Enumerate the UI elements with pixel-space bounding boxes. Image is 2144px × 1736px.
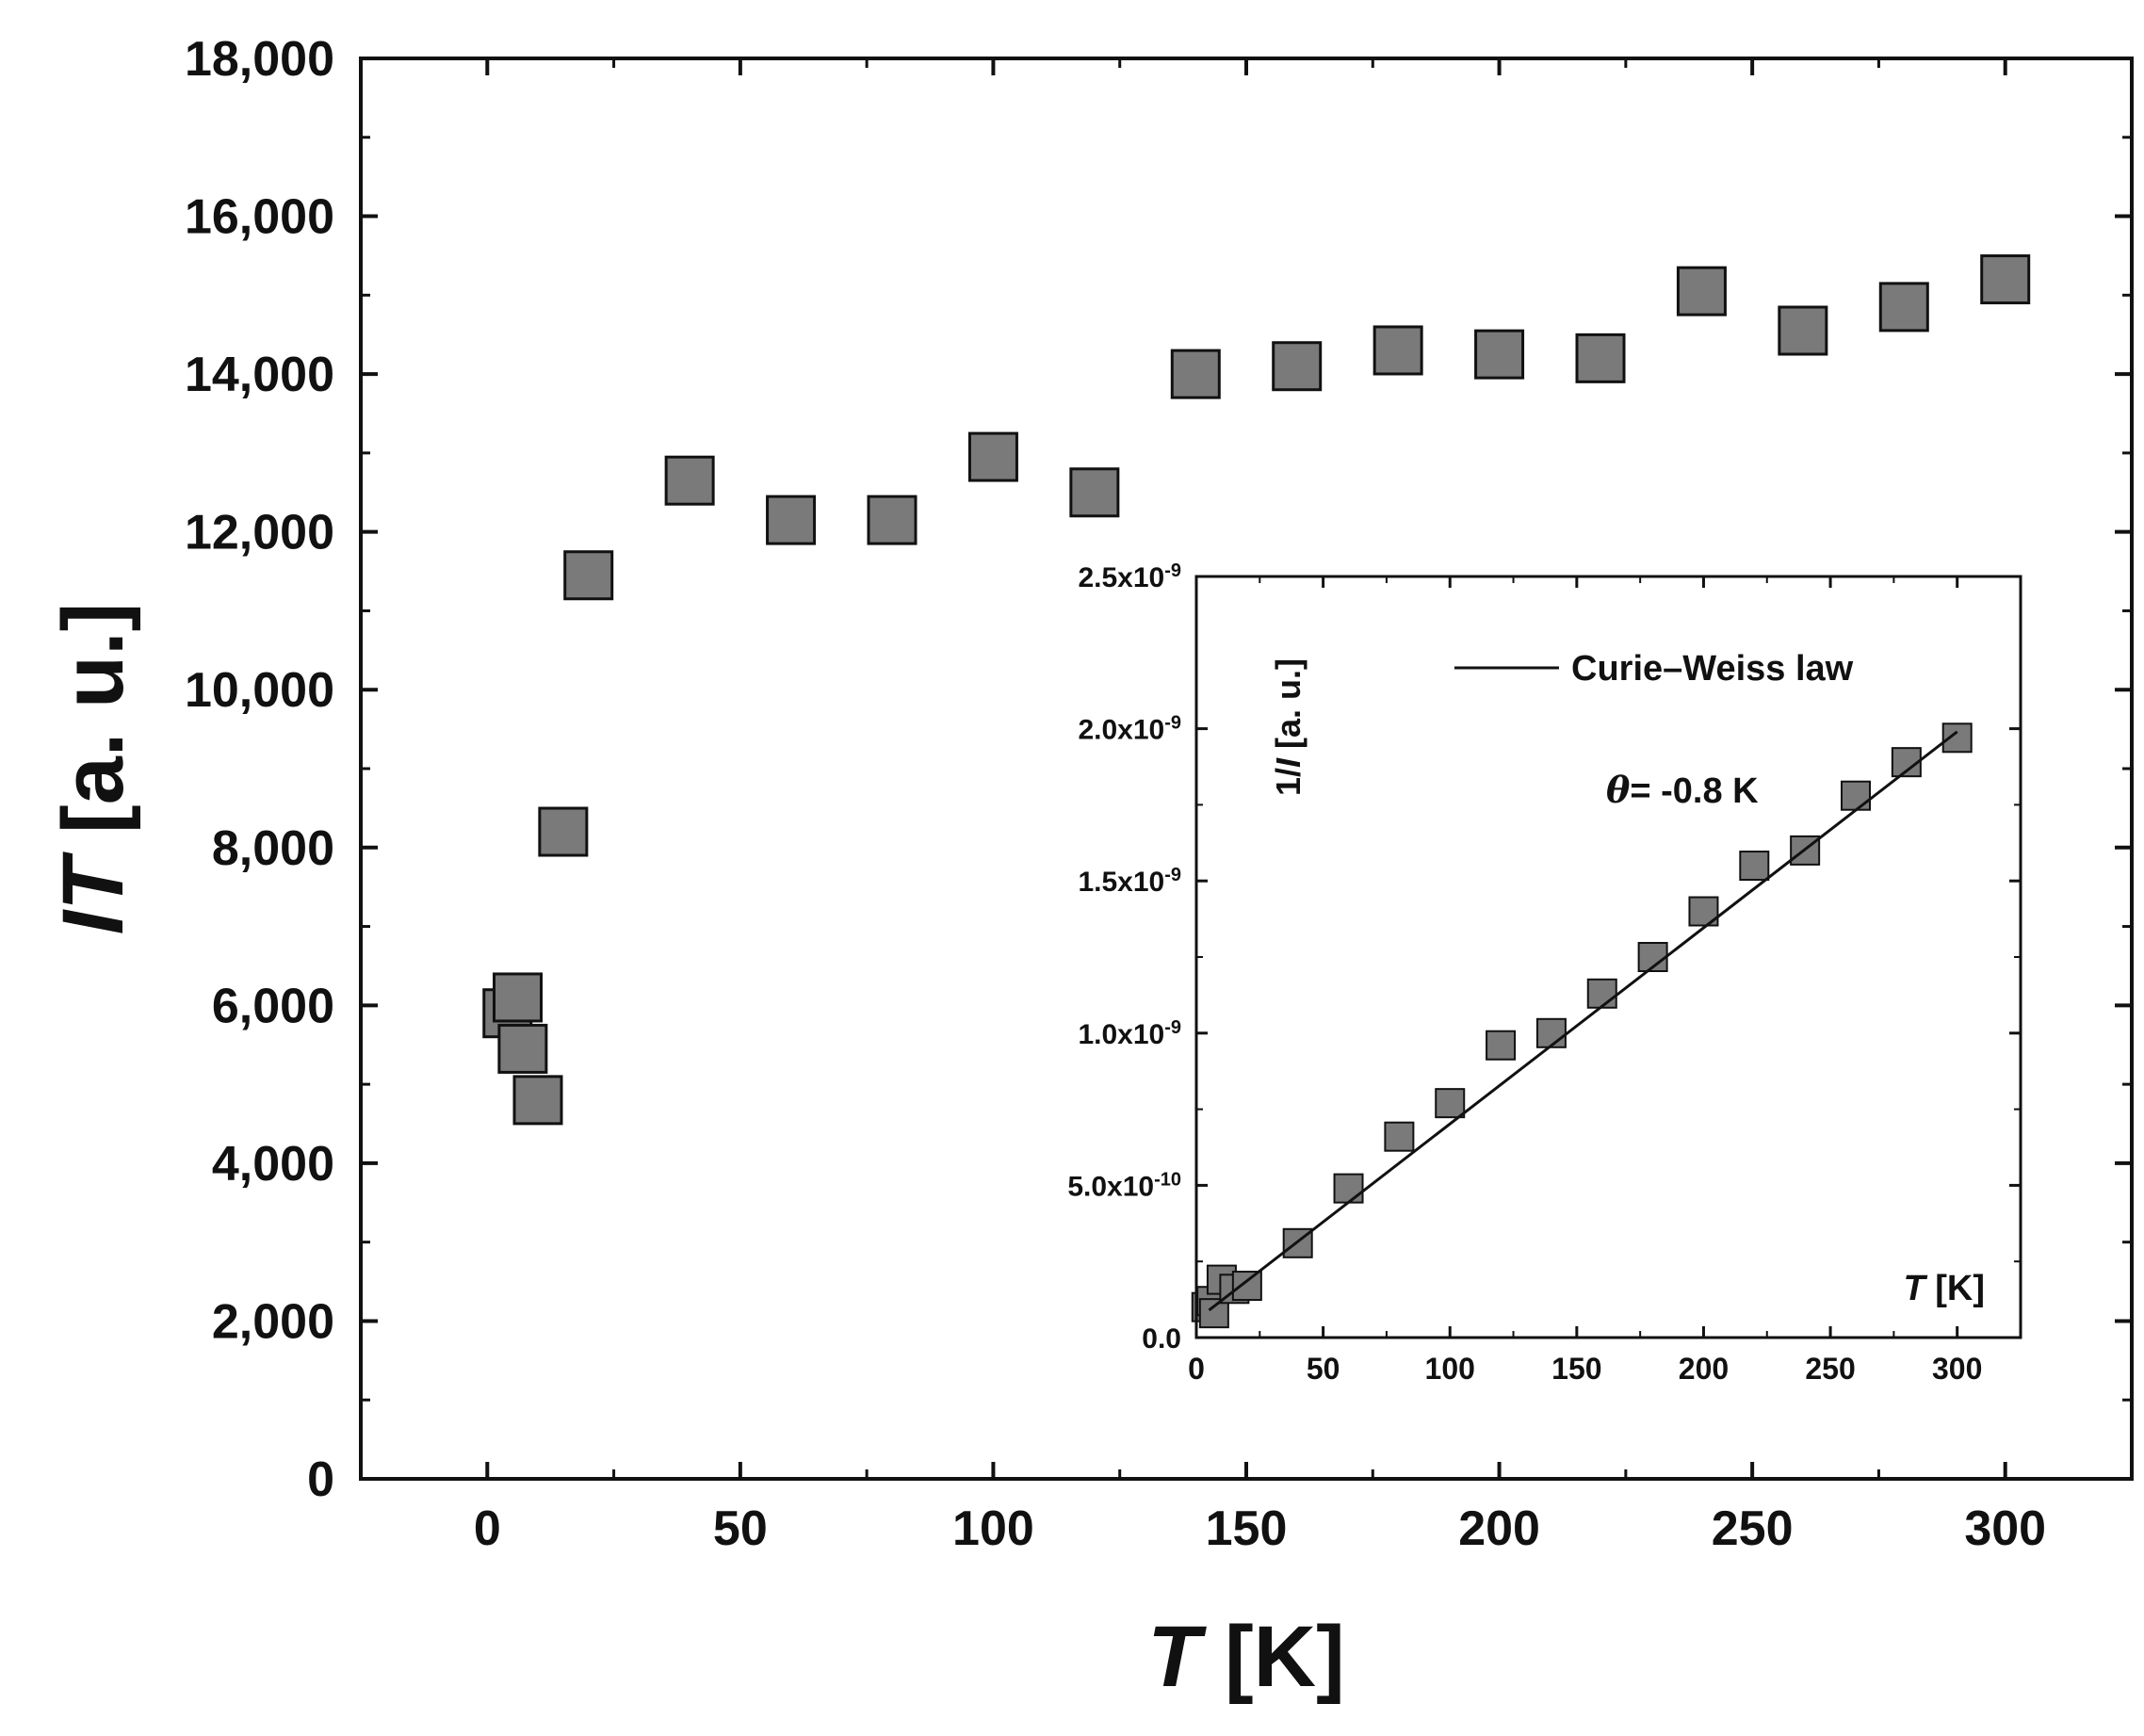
main-x-tick-labels: 0 50 100 150 200 250 300 — [474, 1501, 2046, 1556]
main-y-tick-label: 6,000 — [212, 979, 334, 1033]
main-x-tick-label: 200 — [1458, 1501, 1540, 1556]
main-y-axis-title: IT [a. u.] — [45, 603, 141, 935]
inset-y-tick-label: 2.0x10-9 — [1078, 713, 1181, 746]
main-data-point — [1878, 282, 1929, 333]
inset-y-tick-labels: 0.0 5.0x10-10 1.0x10-9 1.5x10-9 2.0x10-9 2.5x… — [1067, 560, 1181, 1355]
main-x-tick-label: 300 — [1964, 1501, 2046, 1556]
main-data-point — [497, 1023, 548, 1074]
inset-x-tick-label: 250 — [1805, 1352, 1855, 1386]
main-y-tick-label: 14,000 — [185, 348, 334, 402]
inset-x-tick-label: 0 — [1188, 1352, 1205, 1386]
legend-label: Curie–Weiss law — [1571, 649, 1854, 689]
main-y-tick-label: 16,000 — [185, 190, 334, 245]
inset-x-tick-label: 50 — [1307, 1352, 1340, 1386]
main-data-point — [766, 495, 817, 545]
inset-plot: 0 50 100 150 200 250 300 0.0 5.0x10-10 1.0x10-9 1… — [1067, 560, 2022, 1386]
inset-data-point — [1739, 851, 1770, 882]
inset-data-point — [1841, 780, 1871, 811]
main-y-tick-label: 18,000 — [185, 32, 334, 87]
inset-y-tick-label: 5.0x10-10 — [1067, 1169, 1181, 1202]
inset-background — [1196, 576, 2021, 1338]
main-data-point — [1474, 329, 1525, 380]
main-data-point — [493, 972, 544, 1023]
inset-y-tick-label: 0.0 — [1142, 1323, 1181, 1355]
inset-data-point — [1486, 1030, 1517, 1061]
main-y-tick-label: 10,000 — [185, 663, 334, 718]
inset-data-point — [1586, 978, 1617, 1009]
main-data-point — [512, 1075, 563, 1126]
main-x-tick-label: 50 — [713, 1501, 768, 1556]
main-x-axis-title: T [K] — [1147, 1609, 1344, 1705]
inset-x-tick-label: 200 — [1679, 1352, 1729, 1386]
inset-y-tick-label: 2.5x10-9 — [1078, 560, 1181, 593]
inset-x-tick-label: 300 — [1932, 1352, 1982, 1386]
main-x-tick-label: 100 — [952, 1501, 1034, 1556]
main-data-point — [1272, 341, 1323, 392]
inset-x-axis-title: T [K] — [1903, 1269, 1985, 1308]
main-data-point — [538, 806, 589, 857]
curie-weiss-fit-line — [1208, 730, 1958, 1312]
main-plot-frame — [359, 57, 2134, 1481]
main-data-point — [1778, 305, 1828, 356]
main-data-point — [1676, 266, 1727, 316]
main-y-tick-label: 0 — [307, 1452, 334, 1507]
main-data-point — [1372, 325, 1423, 376]
inset-y-tick-label: 1.0x10-9 — [1078, 1017, 1181, 1050]
main-x-tick-label: 0 — [474, 1501, 501, 1556]
main-data-points — [482, 254, 2031, 1126]
main-data-point — [967, 431, 1018, 482]
inset-x-tick-labels: 0 50 100 150 200 250 300 — [1188, 1352, 1982, 1386]
main-data-point — [664, 455, 715, 506]
main-data-point — [867, 495, 918, 545]
main-x-tick-label: 250 — [1712, 1501, 1794, 1556]
main-data-point — [563, 550, 614, 601]
main-y-tick-label: 8,000 — [212, 821, 334, 876]
inset-data-point — [1384, 1121, 1415, 1152]
inset-x-tick-label: 100 — [1425, 1352, 1475, 1386]
main-data-point — [1980, 254, 2031, 305]
main-data-point — [1170, 349, 1221, 399]
inset-y-tick-label: 1.5x10-9 — [1078, 865, 1181, 898]
main-y-tick-label: 4,000 — [212, 1137, 334, 1192]
main-y-tick-label: 12,000 — [185, 506, 334, 560]
main-y-tick-labels: 0 2,000 4,000 6,000 8,000 10,000 12,000 14,000 1… — [185, 32, 334, 1507]
main-x-tick-label: 150 — [1206, 1501, 1288, 1556]
main-y-tick-label: 2,000 — [212, 1294, 334, 1349]
main-data-point — [1575, 333, 1626, 383]
theta-annotation: θ= -0.8 K — [1606, 769, 1759, 811]
inset-data-point — [1435, 1088, 1466, 1119]
main-plot: 0 50 100 150 200 250 300 0 2,000 4,000 6,000 8,000… — [45, 32, 2134, 1705]
inset-data-point — [1535, 1017, 1567, 1048]
inset-x-tick-label: 150 — [1551, 1352, 1601, 1386]
inset-y-axis-title: 1/I [a. u.] — [1269, 658, 1308, 796]
inset-plot-frame — [1194, 575, 2022, 1339]
inset-data-point — [1333, 1173, 1364, 1204]
inset-data-point — [1231, 1271, 1262, 1302]
main-data-point — [1069, 467, 1120, 518]
